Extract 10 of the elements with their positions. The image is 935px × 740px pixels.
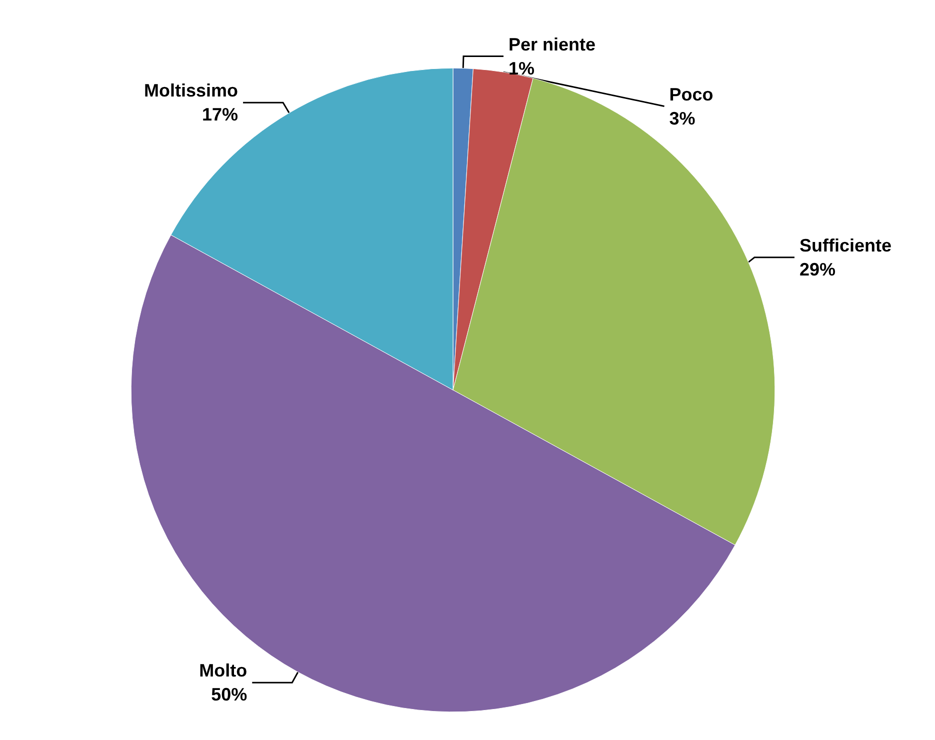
data-label: 3% — [669, 108, 696, 128]
slice-label: Poco — [669, 84, 714, 104]
slice-label: Per niente — [508, 34, 596, 54]
data-label: 50% — [211, 684, 248, 705]
data-label: 1% — [508, 58, 535, 78]
data-label: 17% — [202, 104, 238, 125]
slice-label: Sufficiente — [799, 235, 892, 256]
slice-label: Moltissimo — [144, 80, 238, 101]
slice-label: Molto — [199, 660, 248, 681]
data-label: 29% — [799, 259, 836, 280]
